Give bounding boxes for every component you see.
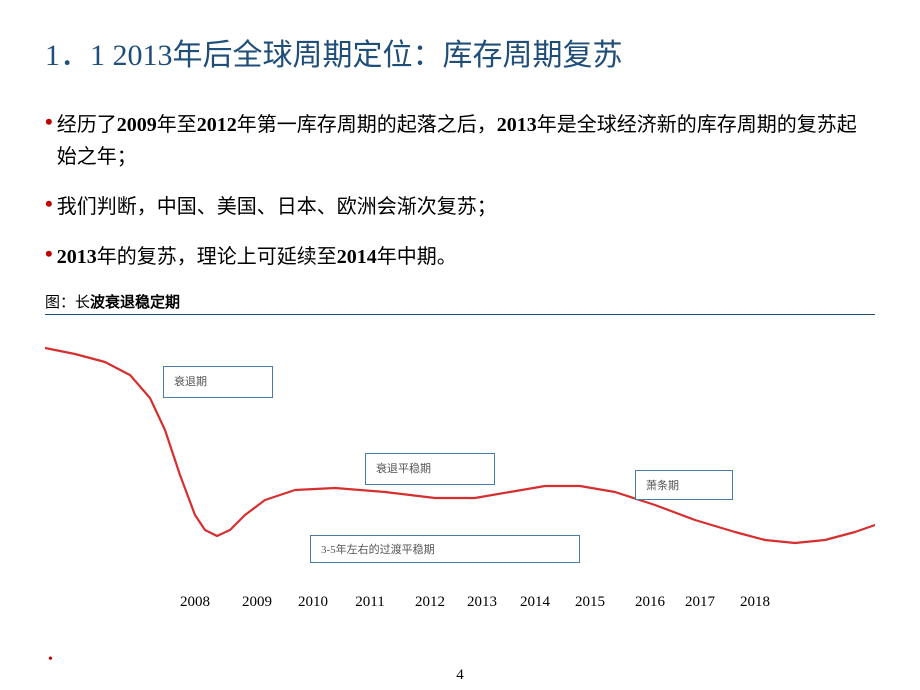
bullet-dot-icon: •	[45, 109, 53, 135]
chart-label-box-recession-stable: 衰退平稳期	[365, 453, 495, 485]
page-number: 4	[456, 667, 464, 684]
slide-title: 1．1 2013年后全球周期定位：库存周期复苏	[45, 30, 875, 74]
x-axis-tick: 2013	[467, 594, 497, 611]
x-axis-tick: 2018	[740, 594, 770, 611]
chart-label-box-recession: 衰退期	[163, 366, 273, 398]
chart-label-box-depression: 萧条期	[635, 470, 733, 500]
bullet-item: • 2013年的复苏，理论上可延续至2014年中期。	[45, 241, 875, 273]
x-axis-tick: 2016	[635, 594, 665, 611]
bullet-dot-icon: •	[45, 191, 53, 217]
x-axis-tick: 2015	[575, 594, 605, 611]
chart-caption-prefix: 图：长	[45, 295, 90, 311]
x-axis-tick: 2010	[298, 594, 328, 611]
x-axis-tick: 2008	[180, 594, 210, 611]
footer-bullet-icon: •	[48, 652, 53, 668]
chart-area: 衰退期 衰退平稳期 萧条期 3-5年左右的过渡平稳期 2008 2009 2010 2…	[45, 330, 875, 610]
bullet-item: • 经历了2009年至2012年第一库存周期的起落之后，2013年是全球经济新的…	[45, 109, 875, 173]
x-axis-tick: 2011	[355, 594, 384, 611]
chart-caption: 图：长波衰退稳定期	[45, 291, 875, 312]
x-axis-tick: 2009	[242, 594, 272, 611]
x-axis-tick: 2012	[415, 594, 445, 611]
x-axis-tick: 2017	[685, 594, 715, 611]
bullet-list: • 经历了2009年至2012年第一库存周期的起落之后，2013年是全球经济新的…	[45, 109, 875, 273]
divider-line	[45, 314, 875, 315]
bullet-text: 2013年的复苏，理论上可延续至2014年中期。	[57, 241, 875, 273]
x-axis-tick: 2014	[520, 594, 550, 611]
slide-container: 1．1 2013年后全球周期定位：库存周期复苏 • 经历了2009年至2012年…	[0, 0, 920, 690]
chart-label-box-transition: 3-5年左右的过渡平稳期	[310, 535, 580, 563]
bullet-dot-icon: •	[45, 241, 53, 267]
bullet-text: 我们判断，中国、美国、日本、欧洲会渐次复苏；	[57, 191, 875, 223]
bullet-item: • 我们判断，中国、美国、日本、欧洲会渐次复苏；	[45, 191, 875, 223]
chart-caption-bold: 波衰退稳定期	[90, 295, 180, 311]
bullet-text: 经历了2009年至2012年第一库存周期的起落之后，2013年是全球经济新的库存…	[57, 109, 875, 173]
